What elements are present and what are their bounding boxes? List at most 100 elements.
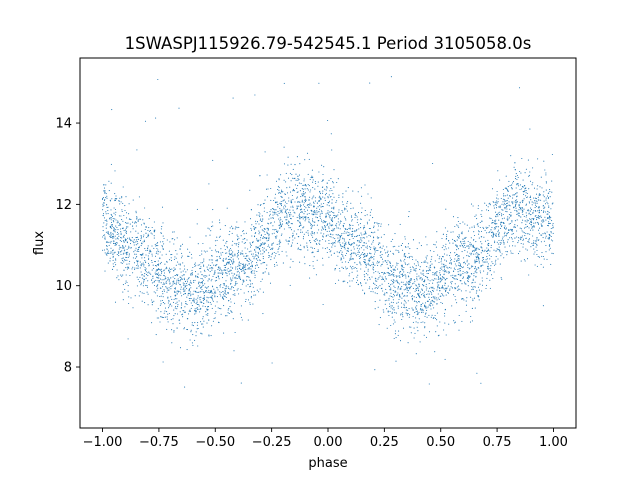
data-point <box>474 281 476 283</box>
data-point <box>142 241 144 243</box>
data-point <box>533 226 536 228</box>
data-point <box>128 255 130 257</box>
data-point <box>479 226 481 229</box>
data-point <box>387 310 389 312</box>
data-point <box>357 253 359 256</box>
data-point <box>522 199 524 201</box>
data-point <box>426 309 428 311</box>
data-point <box>227 271 229 273</box>
data-point <box>391 305 393 307</box>
data-point <box>313 211 315 213</box>
data-point <box>473 286 475 288</box>
data-point <box>164 278 166 280</box>
data-point <box>379 285 381 287</box>
data-point <box>344 246 346 248</box>
data-point <box>190 295 192 297</box>
data-point <box>187 278 189 280</box>
data-point <box>184 290 186 292</box>
data-point <box>429 269 431 271</box>
data-point <box>242 263 244 265</box>
data-point <box>140 245 142 247</box>
data-point <box>350 255 352 257</box>
data-point <box>401 306 403 308</box>
data-point <box>219 293 221 295</box>
data-point <box>177 291 179 293</box>
data-point <box>144 273 146 275</box>
data-point <box>331 224 333 226</box>
data-point <box>226 252 228 254</box>
data-point <box>426 300 428 302</box>
data-point <box>468 276 470 278</box>
data-point <box>515 187 517 189</box>
data-point <box>409 314 411 316</box>
data-point <box>526 221 528 223</box>
data-point <box>147 280 149 282</box>
data-point <box>275 212 277 214</box>
data-point <box>264 262 266 264</box>
data-point <box>486 232 488 234</box>
data-point <box>262 253 264 255</box>
data-point <box>130 247 132 249</box>
data-point <box>272 242 274 244</box>
data-point <box>538 207 540 209</box>
data-point <box>274 209 276 211</box>
data-point <box>409 283 411 286</box>
data-point <box>447 272 450 274</box>
data-point <box>411 256 413 258</box>
data-point <box>225 262 228 264</box>
data-point <box>401 242 404 245</box>
data-point <box>255 247 257 249</box>
data-point <box>386 292 388 294</box>
data-point <box>312 201 315 203</box>
data-point <box>499 251 501 253</box>
data-point <box>184 293 186 295</box>
data-point <box>313 256 315 258</box>
data-point <box>216 279 218 281</box>
data-point <box>135 230 137 232</box>
data-point <box>228 312 230 315</box>
data-point <box>265 268 267 270</box>
data-point <box>322 247 324 249</box>
data-point <box>264 228 266 230</box>
data-point <box>252 241 254 243</box>
data-point <box>261 229 263 231</box>
data-point <box>366 255 368 257</box>
data-point <box>401 318 403 321</box>
data-point <box>421 279 423 281</box>
data-point <box>227 300 230 302</box>
data-point <box>125 231 127 233</box>
data-point <box>495 211 497 213</box>
data-point <box>462 276 464 278</box>
data-point <box>268 273 270 275</box>
data-point <box>204 306 206 308</box>
data-point <box>397 307 399 309</box>
data-point <box>292 236 294 238</box>
data-point <box>485 226 487 228</box>
data-point <box>211 299 214 301</box>
data-point <box>542 237 544 239</box>
data-point <box>416 312 419 314</box>
data-point <box>230 257 232 259</box>
data-point <box>411 296 413 298</box>
data-point <box>416 326 418 328</box>
data-point <box>215 264 217 266</box>
data-point <box>535 240 537 242</box>
data-point <box>268 233 270 235</box>
data-point <box>268 252 270 254</box>
data-point <box>543 240 545 242</box>
data-point <box>352 228 354 230</box>
data-point <box>551 153 553 156</box>
data-point <box>212 225 214 227</box>
data-point <box>230 288 232 290</box>
data-point <box>197 322 199 324</box>
data-point <box>450 260 452 262</box>
data-point <box>474 249 476 251</box>
data-point <box>254 274 256 276</box>
data-point <box>297 191 299 193</box>
data-point <box>334 238 336 240</box>
data-point <box>523 227 526 229</box>
data-point <box>349 239 351 241</box>
data-point <box>473 246 475 248</box>
data-point <box>300 231 302 233</box>
data-point <box>291 244 293 246</box>
